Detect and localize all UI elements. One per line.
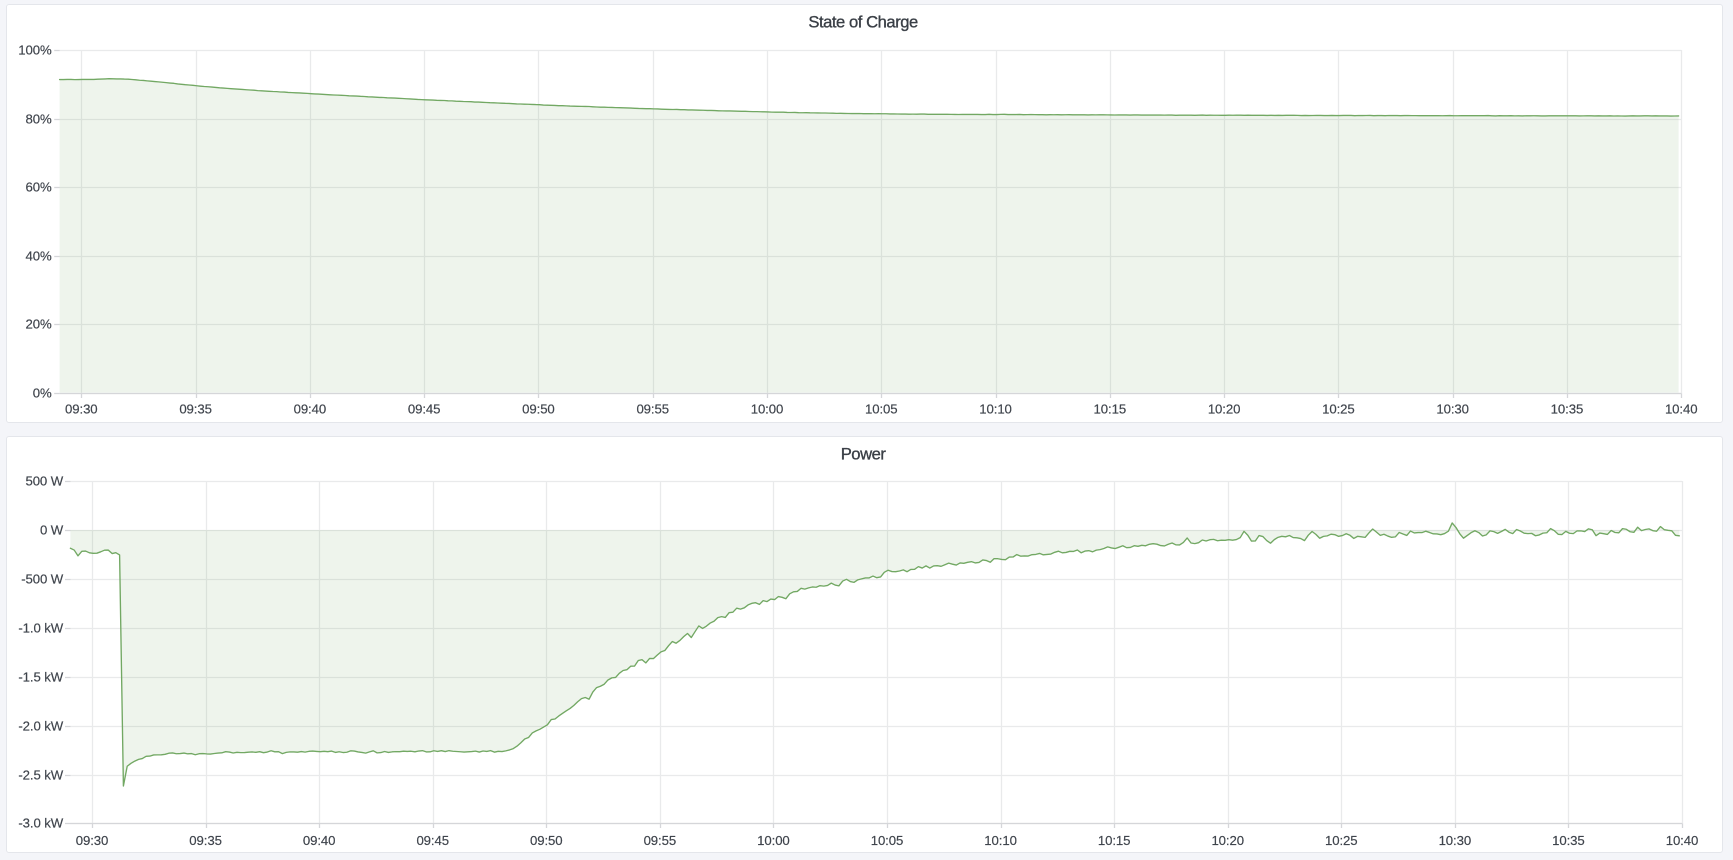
svg-text:09:30: 09:30 [76, 833, 109, 848]
svg-text:100%: 100% [18, 43, 52, 58]
svg-text:10:10: 10:10 [984, 833, 1017, 848]
svg-text:09:40: 09:40 [294, 402, 327, 417]
svg-text:10:35: 10:35 [1551, 402, 1584, 417]
svg-text:500 W: 500 W [25, 474, 63, 489]
svg-text:10:20: 10:20 [1208, 402, 1241, 417]
svg-text:09:45: 09:45 [408, 402, 441, 417]
svg-text:10:20: 10:20 [1211, 833, 1244, 848]
svg-text:10:30: 10:30 [1436, 402, 1469, 417]
svg-text:Power: Power [841, 444, 887, 463]
svg-text:60%: 60% [25, 180, 51, 195]
svg-text:10:05: 10:05 [871, 833, 904, 848]
svg-text:-1.0 kW: -1.0 kW [18, 621, 63, 636]
svg-text:0%: 0% [33, 386, 52, 401]
svg-text:-1.5 kW: -1.5 kW [18, 670, 63, 685]
svg-text:09:50: 09:50 [530, 833, 563, 848]
svg-text:09:50: 09:50 [522, 402, 555, 417]
svg-text:20%: 20% [25, 317, 51, 332]
svg-text:10:40: 10:40 [1665, 402, 1698, 417]
svg-text:09:35: 09:35 [189, 833, 222, 848]
svg-text:09:30: 09:30 [65, 402, 98, 417]
svg-text:10:00: 10:00 [751, 402, 784, 417]
svg-text:40%: 40% [25, 249, 51, 264]
svg-text:10:05: 10:05 [865, 402, 898, 417]
svg-text:80%: 80% [25, 112, 51, 127]
svg-text:10:15: 10:15 [1094, 402, 1127, 417]
svg-text:-2.0 kW: -2.0 kW [18, 719, 63, 734]
svg-text:09:35: 09:35 [179, 402, 212, 417]
svg-text:10:35: 10:35 [1552, 833, 1585, 848]
svg-text:10:30: 10:30 [1439, 833, 1472, 848]
svg-text:09:45: 09:45 [416, 833, 449, 848]
svg-text:-2.5 kW: -2.5 kW [18, 768, 63, 783]
svg-text:-500 W: -500 W [21, 572, 64, 587]
svg-text:10:10: 10:10 [979, 402, 1012, 417]
svg-text:0 W: 0 W [40, 523, 64, 538]
svg-text:10:40: 10:40 [1666, 833, 1699, 848]
svg-text:10:00: 10:00 [757, 833, 790, 848]
svg-text:State of Charge: State of Charge [808, 12, 918, 31]
svg-text:10:25: 10:25 [1325, 833, 1358, 848]
svg-text:10:15: 10:15 [1098, 833, 1131, 848]
svg-text:-3.0 kW: -3.0 kW [18, 816, 63, 831]
svg-text:09:40: 09:40 [303, 833, 336, 848]
svg-text:09:55: 09:55 [644, 833, 677, 848]
svg-text:10:25: 10:25 [1322, 402, 1355, 417]
svg-text:09:55: 09:55 [636, 402, 669, 417]
